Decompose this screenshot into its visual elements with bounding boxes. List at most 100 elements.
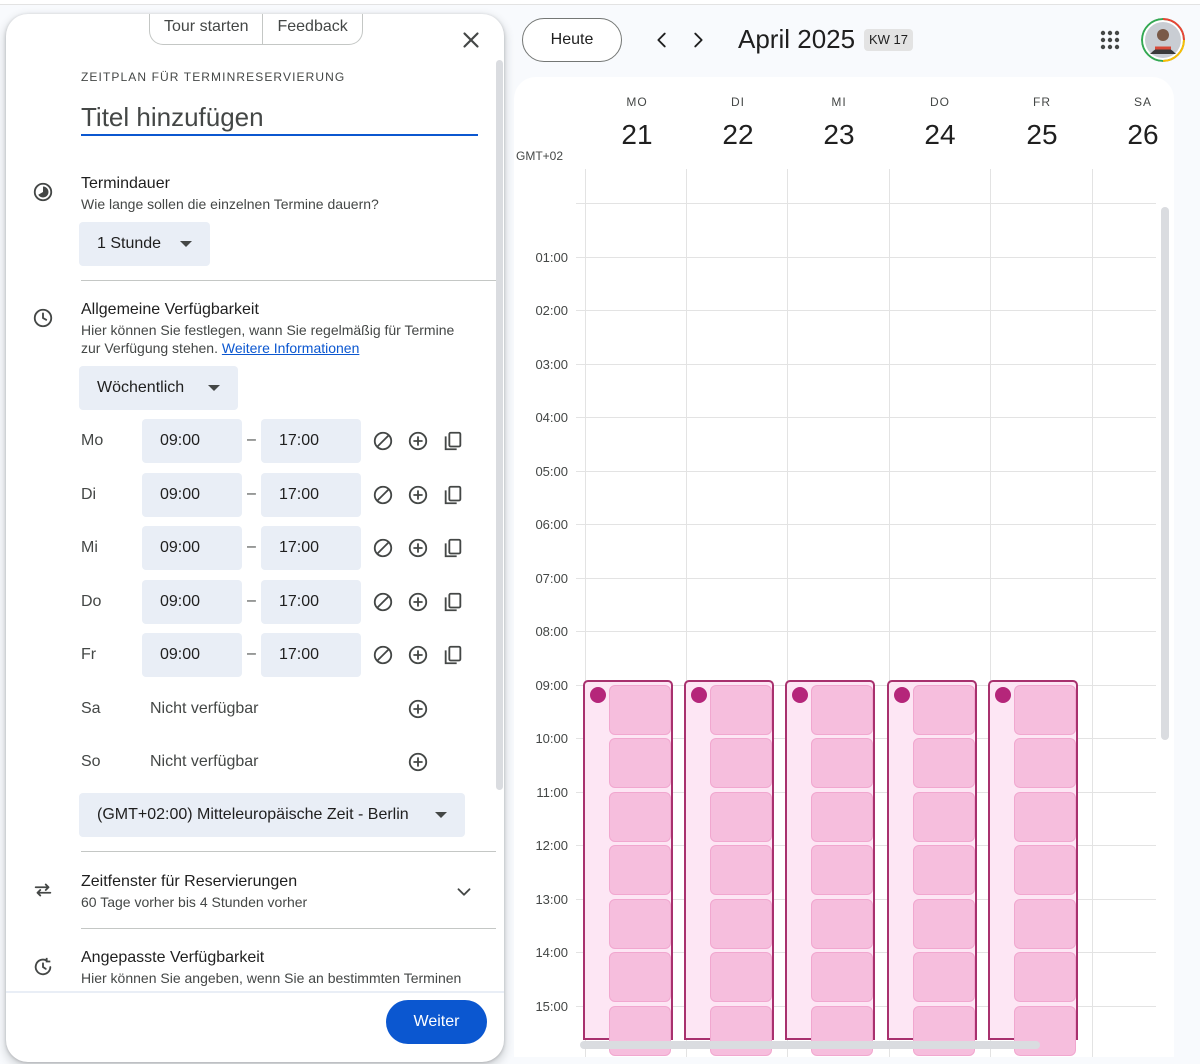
bookable-slot[interactable] — [710, 845, 772, 895]
add-time-icon[interactable] — [407, 430, 429, 452]
repeat-select[interactable]: Wöchentlich — [79, 366, 238, 410]
bookable-slot[interactable] — [811, 845, 873, 895]
availability-block[interactable] — [988, 680, 1078, 1056]
end-time-field[interactable]: 17:00 — [261, 633, 361, 677]
day-number[interactable]: 24 — [924, 119, 956, 150]
bookable-slot[interactable] — [1014, 952, 1076, 1002]
start-time-field[interactable]: 09:00 — [142, 473, 242, 517]
start-time-field[interactable]: 09:00 — [142, 526, 242, 570]
copy-icon[interactable] — [442, 484, 464, 506]
calendar-scrollbar-horizontal[interactable] — [580, 1041, 1040, 1049]
bookable-slot[interactable] — [913, 792, 975, 842]
range-dash: – — [247, 431, 256, 448]
day-label: Sa — [81, 700, 101, 717]
day-number[interactable]: 21 — [621, 119, 653, 150]
add-time-icon[interactable] — [407, 484, 429, 506]
bookable-slot[interactable] — [811, 899, 873, 949]
day-column-divider — [1092, 169, 1093, 1057]
bookable-slot[interactable] — [609, 845, 671, 895]
availability-block[interactable] — [583, 680, 673, 1056]
bookable-slot[interactable] — [811, 792, 873, 842]
bookable-slot[interactable] — [609, 952, 671, 1002]
bookable-slot[interactable] — [609, 792, 671, 842]
booking-window-title[interactable]: Zeitfenster für Reservierungen — [81, 873, 298, 890]
bookable-slot[interactable] — [811, 738, 873, 788]
timezone-select[interactable]: (GMT+02:00) Mitteleuropäische Zeit - Ber… — [79, 793, 465, 837]
timezone-value: (GMT+02:00) Mitteleuropäische Zeit - Ber… — [97, 806, 409, 823]
bookable-slot[interactable] — [1014, 845, 1076, 895]
duration-select[interactable]: 1 Stunde — [79, 222, 210, 266]
day-number[interactable]: 22 — [722, 119, 754, 150]
hour-gridline — [576, 471, 1156, 472]
top-border — [0, 0, 1200, 5]
start-time-field[interactable]: 09:00 — [142, 633, 242, 677]
add-time-icon[interactable] — [407, 644, 429, 666]
bookable-slot[interactable] — [1014, 738, 1076, 788]
add-time-icon[interactable] — [407, 698, 429, 720]
bookable-slot[interactable] — [1014, 792, 1076, 842]
day-number[interactable]: 26 — [1127, 119, 1159, 150]
availability-block[interactable] — [887, 680, 977, 1056]
bookable-slot[interactable] — [811, 952, 873, 1002]
start-time-field[interactable]: 09:00 — [142, 580, 242, 624]
bookable-slot[interactable] — [609, 685, 671, 735]
add-time-icon[interactable] — [407, 537, 429, 559]
end-time-field[interactable]: 17:00 — [261, 419, 361, 463]
next-button[interactable]: Weiter — [386, 1000, 487, 1044]
unavailable-icon[interactable] — [372, 644, 394, 666]
copy-icon[interactable] — [442, 591, 464, 613]
apps-grid-icon[interactable] — [1098, 28, 1122, 52]
day-number[interactable]: 23 — [823, 119, 855, 150]
availability-block[interactable] — [684, 680, 774, 1056]
unavailable-icon[interactable] — [372, 484, 394, 506]
bookable-slot[interactable] — [710, 685, 772, 735]
tour-button[interactable]: Tour starten — [164, 18, 249, 35]
bookable-slot[interactable] — [913, 952, 975, 1002]
bookable-slot[interactable] — [710, 738, 772, 788]
more-info-link[interactable]: Weitere Informationen — [221, 340, 360, 356]
availability-block[interactable] — [785, 680, 875, 1056]
unavailable-icon[interactable] — [372, 591, 394, 613]
bookable-slot[interactable] — [913, 738, 975, 788]
expand-chevron-icon[interactable] — [453, 881, 475, 903]
chevron-right-icon[interactable] — [687, 29, 709, 51]
hour-label: 02:00 — [535, 303, 568, 318]
start-time-field[interactable]: 09:00 — [142, 419, 242, 463]
copy-icon[interactable] — [442, 430, 464, 452]
bookable-slot[interactable] — [1014, 685, 1076, 735]
bookable-slot[interactable] — [913, 845, 975, 895]
end-time-field[interactable]: 17:00 — [261, 526, 361, 570]
day-number[interactable]: 25 — [1026, 119, 1058, 150]
bookable-slot[interactable] — [1014, 899, 1076, 949]
calendar-scrollbar-vertical[interactable] — [1161, 207, 1169, 740]
title-input[interactable] — [81, 100, 478, 136]
bookable-slot[interactable] — [710, 792, 772, 842]
bookable-slot[interactable] — [710, 899, 772, 949]
bookable-slot[interactable] — [710, 952, 772, 1002]
day-row-fr: Fr 09:00 – 17:00 — [81, 633, 481, 677]
copy-icon[interactable] — [442, 644, 464, 666]
today-button[interactable]: Heute — [522, 18, 622, 62]
not-available-text: Nicht verfügbar — [150, 700, 259, 717]
avatar[interactable] — [1141, 18, 1185, 62]
bookable-slot[interactable] — [913, 685, 975, 735]
bookable-slot[interactable] — [811, 685, 873, 735]
end-time-field[interactable]: 17:00 — [261, 580, 361, 624]
chevron-down-icon — [180, 241, 192, 247]
add-time-icon[interactable] — [407, 751, 429, 773]
day-label: Mo — [81, 432, 104, 449]
panel-scrollbar[interactable] — [496, 60, 503, 790]
close-icon[interactable] — [458, 27, 484, 53]
chevron-left-icon[interactable] — [651, 29, 673, 51]
unavailable-icon[interactable] — [372, 430, 394, 452]
bookable-slot[interactable] — [913, 899, 975, 949]
custom-availability-title[interactable]: Angepasste Verfügbarkeit — [81, 949, 265, 966]
bookable-slot[interactable] — [609, 899, 671, 949]
copy-icon[interactable] — [442, 537, 464, 559]
hour-label: 14:00 — [535, 945, 568, 960]
bookable-slot[interactable] — [609, 738, 671, 788]
add-time-icon[interactable] — [407, 591, 429, 613]
unavailable-icon[interactable] — [372, 537, 394, 559]
feedback-button[interactable]: Feedback — [262, 14, 361, 44]
end-time-field[interactable]: 17:00 — [261, 473, 361, 517]
